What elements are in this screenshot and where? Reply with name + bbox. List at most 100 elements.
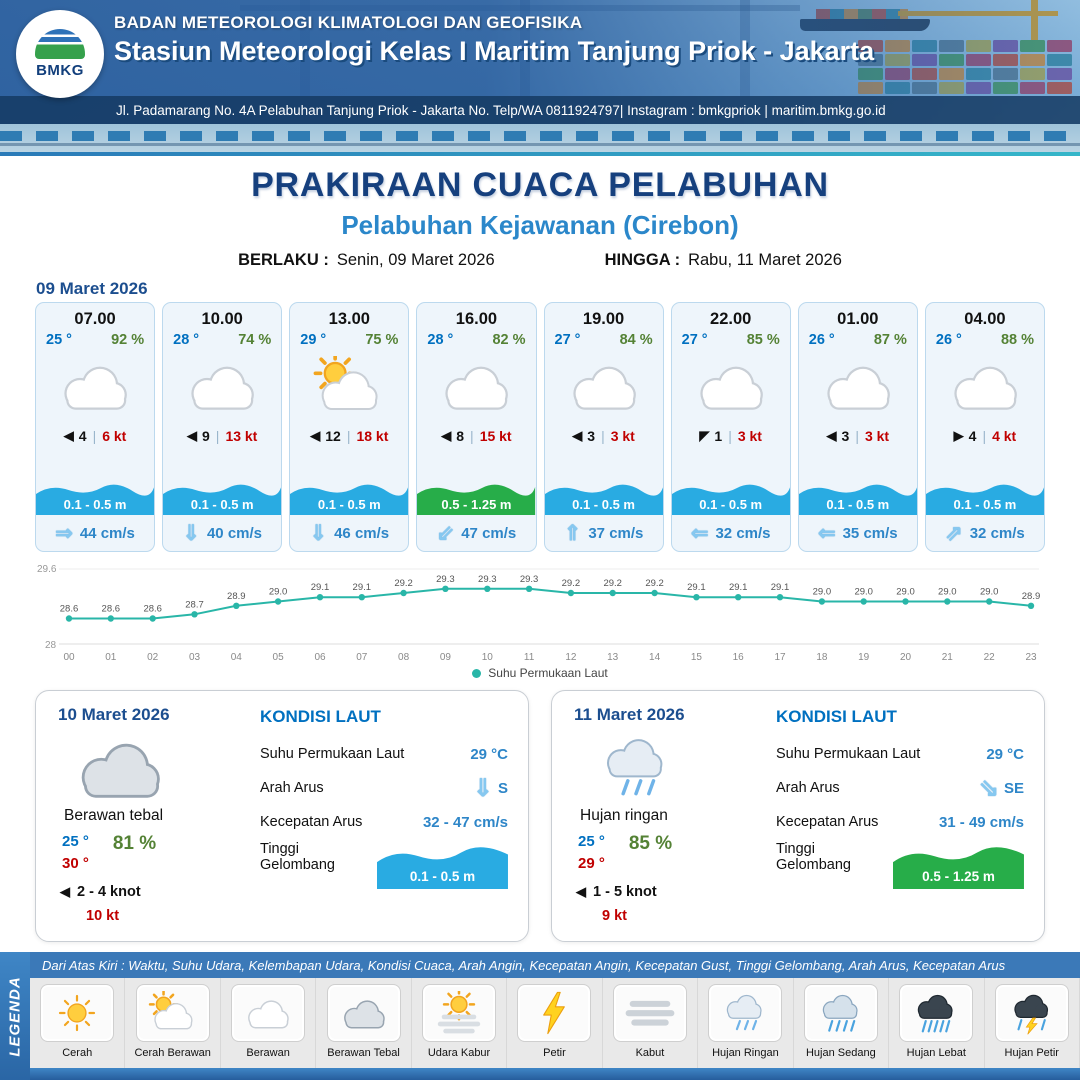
- wind-row: ◤ 1 3 kt: [699, 428, 762, 444]
- hujan-petir-icon: [1006, 991, 1058, 1035]
- wind-range: 1 - 5 knot: [593, 884, 657, 900]
- wave-height-band: 0.1 - 0.5 m: [671, 479, 790, 515]
- air-temperature: 27 °: [554, 332, 581, 348]
- gust-speed: 18 kt: [356, 428, 389, 444]
- legend-icon-box: [612, 984, 687, 1042]
- current-speed-label: Kecepatan Arus: [776, 814, 879, 830]
- sst-row: Suhu Permukaan Laut 29 °C: [776, 739, 1024, 769]
- min-temperature: 25 °: [62, 833, 89, 850]
- legend-item: Hujan Sedang: [794, 978, 890, 1068]
- air-temperature: 25 °: [46, 332, 72, 348]
- forecast-time: 16.00: [455, 310, 498, 328]
- berawan-tebal-icon: [70, 733, 170, 803]
- current-direction-icon: ⇓: [182, 521, 200, 545]
- wind-direction-icon: ◀: [826, 428, 837, 443]
- svg-text:29.3: 29.3: [478, 574, 497, 585]
- sea-conditions: KONDISI LAUT Suhu Permukaan Laut 29 °C A…: [254, 691, 528, 941]
- current-direction-icon: ⇒: [55, 521, 73, 545]
- air-temperature: 26 °: [935, 332, 962, 348]
- svg-text:29.1: 29.1: [311, 582, 330, 593]
- cerah-berawan-icon: [309, 351, 389, 416]
- legend-label: Kabut: [635, 1047, 665, 1059]
- gust-speed: 3 kt: [737, 428, 762, 444]
- forecast-card: 16.00 28 ° 82 % ◀ 8 15 kt 0.5 - 1.25 m: [416, 302, 537, 552]
- legend-icon-box: [899, 984, 974, 1042]
- hujan-lebat-icon: [910, 991, 962, 1035]
- legend-label: Hujan Lebat: [906, 1047, 966, 1059]
- forecast-card: 07.00 25 ° 92 % ◀ 4 6 kt 0.1 - 0.5 m: [35, 302, 156, 552]
- temperature-block: 25 ° 29 ° 85 %: [578, 833, 770, 872]
- current-speed-row: Kecepatan Arus 31 - 49 cm/s: [776, 807, 1024, 837]
- wind-speed: 4: [968, 428, 977, 444]
- svg-text:08: 08: [398, 652, 410, 663]
- wave-height-row: Tinggi Gelombang 0.1 - 0.5 m: [260, 841, 508, 889]
- forecast-date: 09 Maret 2026: [36, 279, 148, 298]
- forecast-time: 04.00: [964, 310, 1006, 328]
- air-temperature: 27 °: [681, 332, 708, 348]
- humidity: 92 %: [111, 332, 145, 348]
- current-direction-text: SE: [1003, 779, 1024, 797]
- legend-icon-box: [40, 984, 115, 1042]
- svg-text:01: 01: [105, 652, 117, 663]
- header-divider: [0, 152, 1080, 156]
- legend-icon-box: [803, 984, 878, 1042]
- legend-item: Cerah Berawan: [125, 978, 221, 1068]
- sst-label: Suhu Permukaan Laut: [776, 746, 921, 762]
- wave-height-graphic: 0.5 - 1.25 m: [893, 841, 1024, 889]
- svg-text:29.0: 29.0: [813, 587, 832, 598]
- wave-height: 0.1 - 0.5 m: [572, 497, 635, 512]
- svg-text:29.2: 29.2: [394, 578, 413, 589]
- wave-graphic: [893, 847, 1024, 889]
- current-direction-label: Arah Arus: [776, 780, 840, 796]
- berawan-tebal-icon: [338, 991, 390, 1035]
- min-max-temps: 25 ° 30 °: [62, 833, 89, 872]
- gust-speed: 3 kt: [864, 428, 890, 444]
- gust-speed: 13 kt: [225, 428, 258, 444]
- svg-text:29.1: 29.1: [771, 582, 790, 593]
- legend-icon-box: [994, 984, 1069, 1042]
- berawan-icon: [182, 356, 262, 416]
- wind-speed: 1: [714, 428, 723, 444]
- bmkg-logo-glyph: [35, 29, 85, 59]
- current-direction-row: Arah Arus ⇓ S: [260, 773, 508, 803]
- svg-text:28: 28: [45, 640, 57, 651]
- current-row: ⇓ 40 cm/s: [163, 518, 281, 548]
- cerah-icon: [51, 991, 103, 1035]
- sea-conditions-title: KONDISI LAUT: [260, 707, 381, 726]
- berawan-icon: [564, 356, 644, 416]
- current-speed: 37 cm/s: [588, 524, 644, 542]
- divider: [600, 428, 606, 444]
- legend-item: Berawan Tebal: [316, 978, 412, 1068]
- wave-height-label: Tinggi Gelombang: [260, 841, 335, 873]
- wave-height: 0.1 - 0.5 m: [409, 869, 476, 884]
- sst-value: 29 °C: [470, 745, 508, 763]
- wave-height: 0.1 - 0.5 m: [826, 497, 890, 512]
- current-speed: 32 cm/s: [969, 524, 1025, 542]
- wind-row: ◀ 12 18 kt: [310, 428, 388, 444]
- current-row: ⇑ 37 cm/s: [545, 518, 663, 548]
- wave-height: 0.5 - 1.25 m: [922, 869, 995, 884]
- validity-period: BERLAKU : Senin, 09 Maret 2026 HINGGA : …: [0, 251, 1080, 270]
- forecast-time: 22.00: [710, 310, 752, 328]
- divider: [727, 428, 733, 444]
- weather-condition: Berawan tebal: [64, 807, 164, 824]
- svg-text:07: 07: [356, 652, 368, 663]
- svg-text:11: 11: [524, 652, 535, 663]
- kabut-icon: [624, 991, 676, 1035]
- legend-icon-box: [231, 984, 306, 1042]
- berawan-icon: [818, 356, 898, 416]
- svg-text:06: 06: [314, 652, 326, 663]
- wave-height-graphic: 0.1 - 0.5 m: [377, 841, 508, 889]
- svg-text:28.9: 28.9: [227, 591, 246, 602]
- wave-height-label: Tinggi Gelombang: [776, 841, 851, 873]
- wave-height-band: 0.5 - 1.25 m: [417, 479, 536, 515]
- sst-label: Suhu Permukaan Laut: [260, 746, 405, 762]
- svg-text:29.0: 29.0: [896, 587, 915, 598]
- weather-condition: Hujan ringan: [580, 807, 668, 824]
- wind-row: ◀ 4 6 kt: [64, 428, 127, 444]
- svg-text:14: 14: [649, 652, 661, 663]
- daily-summary-panel: 11 Maret 2026 Hujan ringan 25 ° 29 ° 85 …: [551, 690, 1045, 942]
- svg-text:04: 04: [231, 652, 243, 663]
- chart-legend-label: Suhu Permukaan Laut: [488, 666, 608, 680]
